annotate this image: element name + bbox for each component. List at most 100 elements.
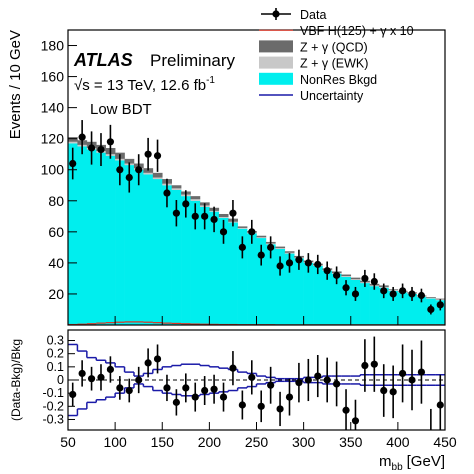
data-point: [210, 215, 218, 224]
stack-bar: [237, 228, 248, 325]
ratio-point: [191, 393, 199, 401]
stack-bar: [115, 160, 125, 325]
data-point: [276, 262, 284, 270]
x-label-sub: bb: [392, 462, 404, 473]
stack-bar: [426, 297, 436, 299]
stack-bar: [181, 196, 191, 325]
legend-label: Z + γ (QCD): [300, 40, 368, 54]
data-point: [69, 159, 77, 168]
data-point: [267, 243, 275, 251]
ratio-point: [389, 388, 397, 396]
ratio-point: [361, 361, 369, 370]
data-point: [106, 138, 115, 146]
data-point: [408, 290, 416, 298]
ratio-point: [210, 385, 218, 393]
stack-bar: [247, 233, 257, 325]
stack-bar: [105, 155, 116, 325]
data-point: [201, 212, 209, 220]
x-tick-label: 150: [151, 434, 175, 450]
data-point: [370, 277, 378, 286]
ratio-point: [219, 393, 228, 401]
ratio-point: [87, 375, 96, 383]
y-tick-label: 120: [41, 131, 65, 147]
stack-bar: [284, 253, 295, 325]
x-tick-label: 450: [433, 434, 457, 450]
legend-symbol: [259, 40, 293, 53]
stack-bar: [379, 287, 389, 325]
data-point: [417, 291, 426, 300]
region: Low BDT: [90, 101, 152, 118]
x-tick-label: 300: [292, 434, 316, 450]
y-tick-label: 20: [48, 286, 64, 302]
ratio-point: [267, 381, 275, 389]
ratio-y-axis-label: (Data-Bkg)/Bkg: [9, 339, 23, 421]
legend-label: VBF H(125) + γ x 10: [300, 24, 414, 38]
ratio-point: [172, 398, 180, 406]
stack-bar: [152, 179, 163, 325]
stack-bar: [341, 276, 352, 277]
ratio-point: [436, 401, 444, 409]
plot-area: [68, 120, 446, 326]
data-point: [219, 228, 228, 236]
ratio-point: [342, 406, 350, 414]
ratio-point: [182, 384, 190, 392]
ratio-point: [201, 386, 209, 395]
data-point: [361, 274, 369, 283]
stack-bar: [133, 169, 144, 325]
ratio-point: [408, 376, 416, 384]
stack-bar: [68, 141, 78, 144]
data-point: [333, 271, 341, 279]
ratio-point: [304, 376, 312, 384]
stack-bar: [256, 238, 267, 325]
stack-bar: [143, 174, 154, 325]
ratio-point: [314, 372, 322, 380]
data-point: [285, 259, 294, 267]
x-axis-label: mbb [GeV]: [379, 453, 445, 473]
stack-bar: [294, 258, 304, 325]
stack-bar: [284, 251, 295, 253]
y-tick-label: 0.2: [47, 347, 64, 361]
ratio-point: [295, 379, 303, 387]
stack-bar: [341, 274, 352, 277]
stack-bar: [152, 172, 163, 178]
data-point: [248, 228, 256, 236]
data-point: [314, 260, 322, 269]
stack-bar: [275, 248, 286, 249]
data-point: [304, 259, 312, 267]
stack-bar: [190, 196, 201, 200]
x-tick-label: 400: [386, 434, 410, 450]
legend-label: NonRes Bkgd: [300, 73, 377, 87]
y-tick-label: 180: [41, 38, 65, 54]
data-point: [389, 290, 397, 298]
stack-bar: [435, 300, 446, 325]
ratio-point: [135, 376, 143, 384]
ratio-point: [106, 365, 115, 374]
data-point: [78, 133, 86, 141]
y-tick-label: 60: [48, 224, 64, 240]
stack-bar: [218, 217, 229, 218]
data-point: [97, 145, 105, 154]
x-tick-label: 100: [103, 434, 127, 450]
stack-bar: [218, 213, 229, 218]
stack-bar: [124, 165, 135, 325]
stack-bar: [218, 217, 229, 325]
experiment: ATLAS: [73, 50, 133, 70]
x-label-unit: [GeV]: [407, 453, 445, 470]
ratio-point: [380, 386, 388, 395]
ratio-point: [153, 355, 162, 363]
stack-bar: [322, 270, 333, 325]
ratio-area: [68, 336, 445, 430]
stack-bar: [171, 185, 182, 189]
legend-label: Z + γ (EWK): [300, 57, 368, 71]
data-point: [153, 152, 162, 160]
legend-label: Uncertainty: [300, 89, 364, 103]
data-point: [87, 144, 96, 152]
ratio-point: [257, 402, 265, 410]
x-tick-label: 250: [245, 434, 269, 450]
legend-symbol: [259, 56, 293, 69]
ratio-point: [78, 369, 86, 378]
stack-bar: [209, 211, 220, 325]
y-tick-label: -0.3: [42, 412, 64, 426]
y-tick-label: -0.2: [42, 399, 64, 413]
